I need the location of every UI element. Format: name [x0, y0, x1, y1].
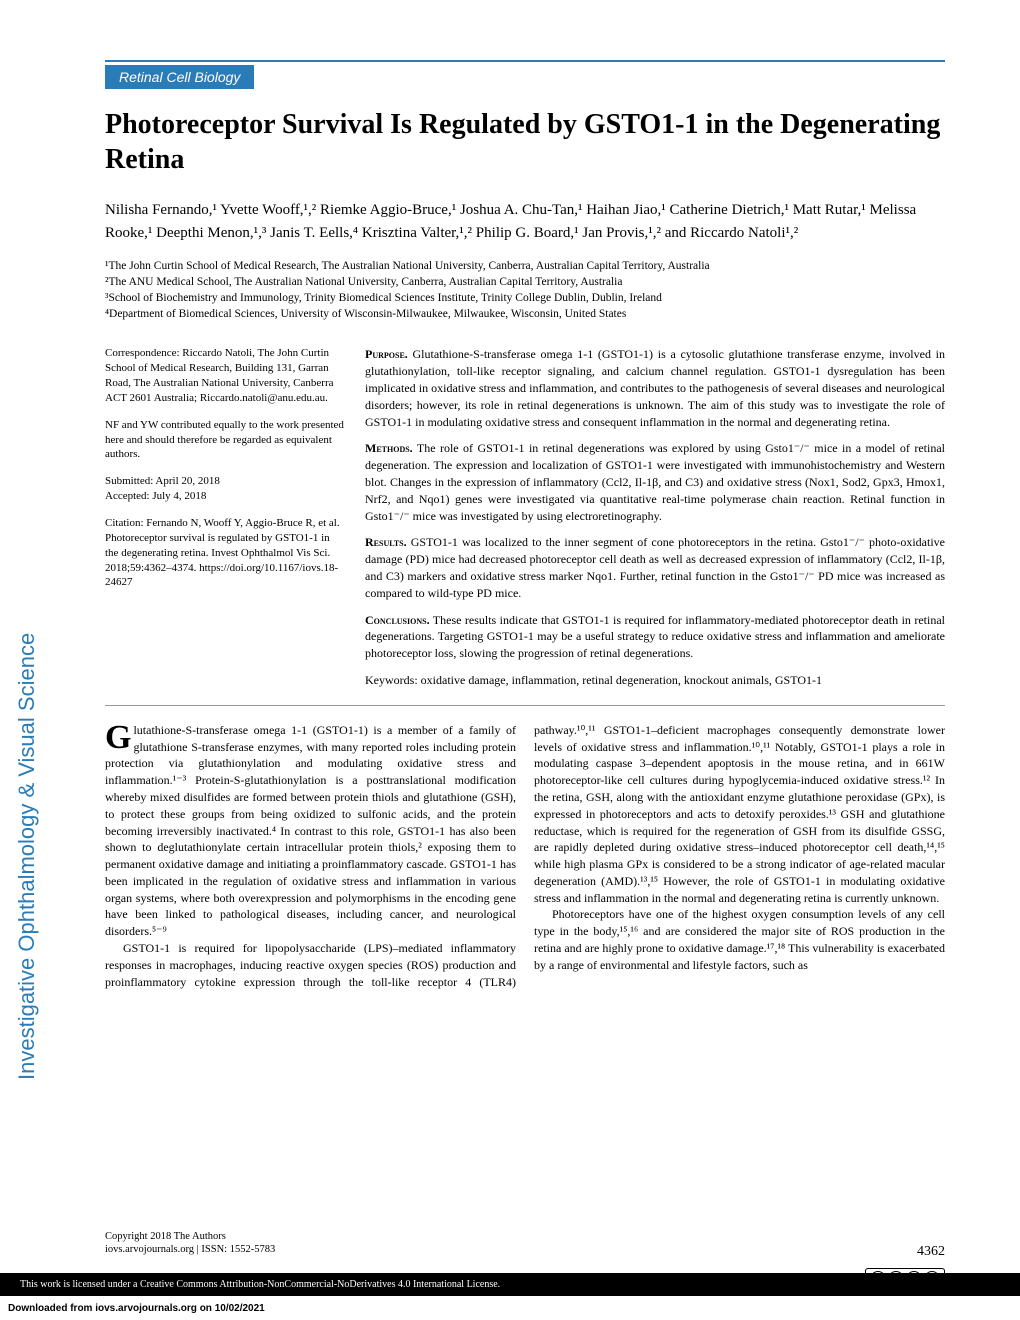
license-bar: This work is licensed under a Creative C… [0, 1273, 1020, 1296]
divider [105, 705, 945, 706]
affiliation: ²The ANU Medical School, The Australian … [105, 274, 945, 290]
results-label: Results. [365, 535, 407, 549]
abstract-methods: Methods. The role of GSTO1-1 in retinal … [365, 440, 945, 524]
results-text: GSTO1-1 was localized to the inner segme… [365, 535, 945, 599]
journal-info: iovs.arvojournals.org | ISSN: 1552-5783 [105, 1244, 275, 1260]
body-paragraph: Glutathione-S-transferase omega 1-1 (GST… [105, 722, 516, 940]
article-title: Photoreceptor Survival Is Regulated by G… [105, 107, 945, 177]
author-list: Nilisha Fernando,¹ Yvette Wooff,¹,² Riem… [105, 199, 945, 244]
abstract: Purpose. Glutathione-S-transferase omega… [365, 346, 945, 688]
accepted-date: Accepted: July 4, 2018 [105, 490, 206, 502]
article-body: Glutathione-S-transferase omega 1-1 (GST… [105, 722, 945, 991]
license-text: This work is licensed under a Creative C… [20, 1279, 500, 1290]
submitted-date: Submitted: April 20, 2018 [105, 475, 220, 487]
body-paragraph: Photoreceptors have one of the highest o… [534, 906, 945, 973]
copyright-line: Copyright 2018 The Authors [105, 1231, 945, 1242]
purpose-label: Purpose. [365, 347, 408, 361]
category-badge: Retinal Cell Biology [105, 65, 254, 89]
top-rule [105, 60, 945, 62]
contribution-note: NF and YW contributed equally to the wor… [105, 418, 345, 463]
affiliations: ¹The John Curtin School of Medical Resea… [105, 258, 945, 322]
abstract-results: Results. GSTO1-1 was localized to the in… [365, 534, 945, 601]
abstract-purpose: Purpose. Glutathione-S-transferase omega… [365, 346, 945, 430]
citation: Citation: Fernando N, Wooff Y, Aggio-Bru… [105, 516, 345, 590]
purpose-text: Glutathione-S-transferase omega 1-1 (GST… [365, 347, 945, 428]
affiliation: ¹The John Curtin School of Medical Resea… [105, 258, 945, 274]
download-note: Downloaded from iovs.arvojournals.org on… [8, 1303, 265, 1314]
correspondence: Correspondence: Riccardo Natoli, The Joh… [105, 346, 345, 405]
methods-label: Methods. [365, 441, 413, 455]
conclusions-label: Conclusions. [365, 613, 430, 627]
page-number: 4362 [917, 1244, 945, 1260]
article-meta-sidebar: Correspondence: Riccardo Natoli, The Joh… [105, 346, 345, 688]
abstract-conclusions: Conclusions. These results indicate that… [365, 612, 945, 662]
keywords: Keywords: oxidative damage, inflammation… [365, 672, 945, 689]
dates: Submitted: April 20, 2018 Accepted: July… [105, 474, 345, 504]
methods-text: The role of GSTO1-1 in retinal degenerat… [365, 441, 945, 522]
affiliation: ³School of Biochemistry and Immunology, … [105, 290, 945, 306]
affiliation: ⁴Department of Biomedical Sciences, Univ… [105, 306, 945, 322]
conclusions-text: These results indicate that GSTO1-1 is r… [365, 613, 945, 661]
journal-name-sidebar: Investigative Ophthalmology & Visual Sci… [14, 633, 40, 1080]
page-footer: Copyright 2018 The Authors iovs.arvojour… [105, 1231, 945, 1260]
dropcap: G [105, 722, 133, 752]
